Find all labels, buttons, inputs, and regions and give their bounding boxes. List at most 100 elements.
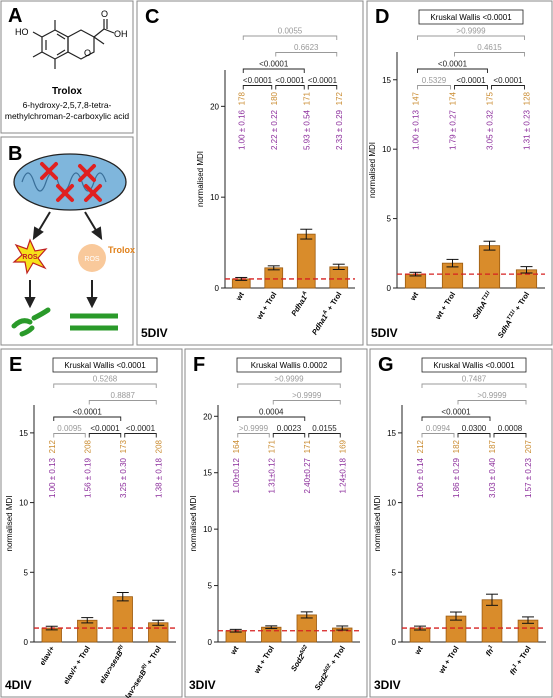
count-label: 178 (237, 91, 246, 105)
comparison-label: <0.0001 (275, 76, 305, 85)
test-box (236, 357, 342, 373)
div-label: 5DIV (371, 326, 398, 340)
comparison-bracket (237, 416, 306, 421)
y-tick-label: 15 (19, 429, 28, 438)
category-superscript: RI (117, 644, 125, 652)
comparison-bracket (457, 400, 527, 405)
category-name: elav>sesB (121, 667, 148, 698)
category-superscript: T11I (506, 309, 517, 322)
panel-a: A HO O O OH Trolox 6-hydroxy-2,5,7,8-tet… (0, 0, 134, 134)
x-tick-label: wt (408, 290, 421, 303)
count-label: 212 (48, 439, 57, 453)
comparison-bracket (493, 433, 527, 438)
comparison-label: 0.0004 (259, 408, 284, 417)
x-tick-label: wt + Trol (254, 290, 278, 322)
category-name: wt (233, 290, 246, 303)
category-superscript: Δ02 (298, 644, 309, 656)
count-label: 207 (524, 439, 533, 453)
count-label: 171 (302, 91, 311, 105)
y-axis-label: normalised MDI (373, 495, 382, 551)
value-label: 1.00 ± 0.16 (237, 109, 246, 150)
category-name: wt (228, 644, 241, 657)
count-label: 128 (523, 91, 532, 105)
compound-description: 6-hydroxy-2,5,7,8-tetra- (23, 100, 112, 110)
category-name: wt + Trol (433, 290, 457, 322)
comparison-label: <0.0001 (90, 424, 120, 433)
trolox-label: Trolox (108, 245, 135, 255)
x-tick-label: elav/+ (38, 644, 57, 667)
x-tick-label: fh1 + Trol (508, 644, 533, 676)
test-label: Kruskal Wallis <0.0001 (430, 13, 512, 22)
category-name: elav/+ (38, 644, 57, 667)
ros-star (12, 238, 48, 275)
value-label: 2.22 ± 0.22 (270, 109, 279, 150)
comparison-bracket (272, 400, 341, 405)
category-suffix: + Trol (324, 290, 343, 314)
value-label: 1.00 ± 0.13 (412, 109, 421, 150)
category-superscript: RI (141, 663, 149, 671)
count-label: 212 (416, 439, 425, 453)
count-label: 180 (270, 91, 279, 105)
category-superscript: A (301, 290, 309, 297)
test-box (418, 9, 524, 25)
x-tick-label: SdhAT11I (471, 290, 495, 321)
x-tick-label: Pdha1A + Trol (310, 290, 343, 336)
structure-label: HO (15, 27, 29, 37)
value-label: 1.31 ± 0.23 (523, 109, 532, 150)
bar (264, 267, 284, 289)
comparison-bracket (53, 416, 122, 421)
count-label: 187 (488, 439, 497, 453)
ros-label: ROS (22, 254, 38, 261)
panel-b: B ROS ROS Trolox (0, 136, 135, 346)
x-tick-label: wt + Trol (252, 644, 276, 676)
comparison-label: <0.0001 (438, 60, 468, 69)
category-suffix: + Trol (143, 644, 162, 668)
x-tick-label: wt (228, 644, 241, 657)
panel-letter: D (375, 6, 389, 28)
compound-description: methylchroman-2-carboxylic acid (5, 111, 130, 121)
panel-border (366, 0, 553, 346)
y-tick-label: 0 (387, 284, 392, 293)
arrows (24, 211, 103, 309)
bar (329, 266, 349, 289)
panel-letter: C (145, 6, 159, 28)
category-superscript: 1 (512, 663, 519, 669)
comparison-label: <0.0001 (493, 76, 523, 85)
y-tick-label: 5 (24, 568, 29, 577)
count-label: 182 (452, 439, 461, 453)
comparison-bracket (275, 52, 338, 57)
y-axis-label: normalised MDI (368, 142, 377, 198)
category-name: fh (484, 647, 496, 658)
panel-letter: F (193, 354, 205, 376)
category-suffix: + Trol (513, 644, 532, 668)
comparison-bracket (417, 85, 451, 90)
x-tick-label: elav>sesBRI (97, 644, 127, 685)
panel-letter: A (8, 5, 22, 27)
y-tick-label: 0 (24, 638, 29, 647)
comparison-bracket (88, 433, 122, 438)
y-tick-label: 10 (203, 525, 212, 534)
category-superscript: T11I (481, 290, 492, 303)
x-tick-label: elav/+ + Trol (61, 644, 92, 686)
category-name: wt + Trol (436, 644, 460, 676)
comparison-label: <0.0001 (259, 60, 289, 69)
x-tick-label: wt (412, 644, 425, 657)
count-label: 174 (449, 91, 458, 105)
y-tick-label: 15 (382, 76, 391, 85)
comparison-bracket (421, 433, 455, 438)
bar (112, 596, 133, 643)
comparison-bracket (124, 433, 157, 438)
comparison-label: 0.7487 (462, 375, 487, 384)
value-label: 2.40±0.27 (303, 457, 312, 493)
structure-label: OH (114, 29, 128, 39)
y-tick-label: 5 (392, 568, 397, 577)
structure (32, 19, 115, 69)
category-name: wt + Trol (252, 644, 276, 676)
test-label: Kruskal Wallis <0.0001 (64, 361, 146, 370)
comparison-bracket (308, 433, 341, 438)
y-axis-label: normalised MDI (196, 151, 205, 207)
x-tick-label: wt + Trol (436, 644, 460, 676)
y-tick-label: 10 (387, 499, 396, 508)
count-label: 208 (83, 439, 92, 453)
count-label: 164 (232, 439, 241, 453)
